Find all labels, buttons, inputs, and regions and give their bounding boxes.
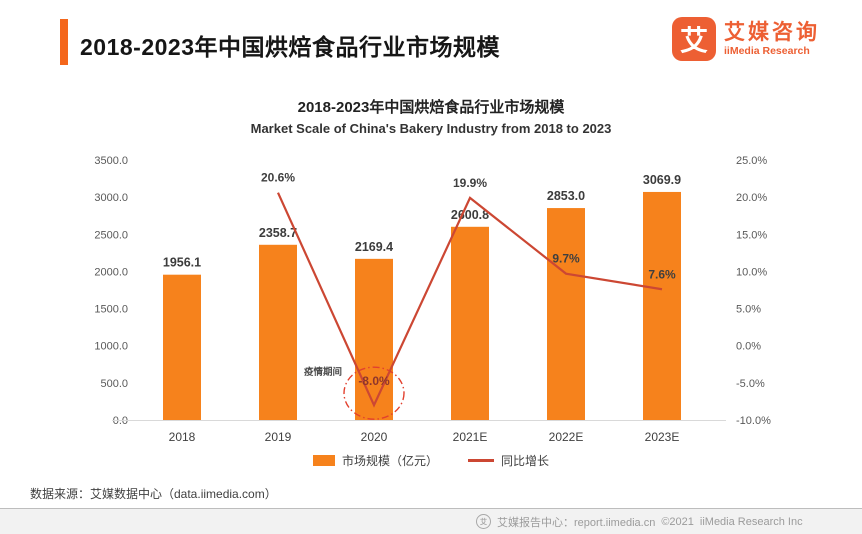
svg-text:2018: 2018 [169,430,196,444]
svg-text:19.9%: 19.9% [453,176,487,190]
svg-text:1956.1: 1956.1 [163,256,201,270]
logo-name-cn: 艾媒咨询 [724,20,820,44]
header-title: 2018-2023年中国烘焙食品行业市场规模 [80,34,500,60]
bar-2023E [643,191,681,420]
svg-text:2500.0: 2500.0 [94,229,128,241]
chart-title: 2018-2023年中国烘焙食品行业市场规模 [297,99,565,116]
footer-copyright: ©2021 [661,515,694,528]
legend-bar-swatch-icon [312,455,335,466]
bar-2020 [355,258,393,420]
svg-text:2023E: 2023E [645,430,680,444]
growth-labels: 20.6% -8.0% 19.9% 9.7% 7.6% [261,171,676,388]
legend-bar-label: 市场规模（亿元） [341,454,438,468]
header-accent-bar [60,19,68,65]
legend-item-bars: 市场规模（亿元） [312,452,438,469]
svg-text:7.6%: 7.6% [648,267,676,281]
svg-text:2019: 2019 [265,430,292,444]
epidemic-annotation: 疫情期间 [304,366,405,420]
data-source-text: 数据来源：艾媒数据中心（data.iimedia.com） [30,487,277,501]
svg-text:15.0%: 15.0% [736,229,767,241]
svg-text:2020: 2020 [361,430,388,444]
svg-text:-10.0%: -10.0% [736,415,771,427]
brand-logo: 艾 艾媒咨询 iiMedia Research [672,17,820,61]
svg-text:3000.0: 3000.0 [94,192,128,204]
x-axis-labels: 2018 2019 2020 2021E 2022E 2023E [169,430,680,444]
svg-text:0.0%: 0.0% [736,341,761,353]
brand-text: 艾媒咨询 iiMedia Research [724,21,820,58]
svg-text:1000.0: 1000.0 [94,341,128,353]
logo-name-en: iiMedia Research [724,44,810,57]
bar-value-labels: 1956.1 2358.7 2169.4 2600.8 2853.0 3069.9 [163,173,681,270]
svg-text:20.0%: 20.0% [736,192,767,204]
footer-report-text: 艾媒报告中心：report.iimedia.cn [497,516,656,529]
bar-2019 [259,244,297,420]
growth-line [276,192,663,408]
svg-text:20.6%: 20.6% [261,171,295,185]
footer-content: 艾 艾媒报告中心：report.iimedia.cn ©2021 iiMedia… [476,509,803,534]
y-axis-left: 3500.0 3000.0 2500.0 2000.0 1500.0 1000.0 500.… [94,155,128,427]
svg-text:-8.0%: -8.0% [358,374,390,388]
header: 2018-2023年中国烘焙食品行业市场规模 艾 艾媒咨询 iiMedia Re… [0,0,862,82]
svg-text:500.0: 500.0 [100,378,128,390]
svg-text:-5.0%: -5.0% [736,378,765,390]
svg-text:3500.0: 3500.0 [94,155,128,167]
svg-text:25.0%: 25.0% [736,155,767,167]
chart-subtitle: Market Scale of China's Bakery Industry … [250,121,612,136]
y-axis-right: 25.0% 20.0% 15.0% 10.0% 5.0% 0.0% -5.0% -10.0% [736,155,771,427]
svg-text:9.7%: 9.7% [552,252,580,266]
bar-2021E [451,226,489,420]
svg-text:2600.8: 2600.8 [451,208,489,222]
iimedia-logo-icon: 艾 [672,17,716,61]
legend-line-swatch-icon [468,459,494,462]
bars-group [163,191,681,420]
iimedia-circle-icon: 艾 [476,514,491,529]
svg-text:2358.7: 2358.7 [259,226,297,240]
svg-text:2853.0: 2853.0 [547,189,585,203]
svg-text:疫情期间: 疫情期间 [304,366,342,378]
legend-line-label: 同比增长 [501,454,550,468]
footer-bar: 艾 艾媒报告中心：report.iimedia.cn ©2021 iiMedia… [0,508,862,534]
svg-text:1500.0: 1500.0 [94,304,128,316]
bar-2018 [163,274,201,420]
bar-2022E [547,208,585,420]
legend-item-line: 同比增长 [468,452,549,469]
legend: 市场规模（亿元） 同比增长 [0,452,862,469]
svg-text:5.0%: 5.0% [736,304,761,316]
svg-text:2000.0: 2000.0 [94,266,128,278]
svg-text:3069.9: 3069.9 [643,173,681,187]
svg-text:2169.4: 2169.4 [355,240,393,254]
svg-text:10.0%: 10.0% [736,266,767,278]
footer-company: iiMedia Research Inc [699,515,803,528]
epidemic-circle-icon [343,366,405,420]
svg-text:2022E: 2022E [549,430,584,444]
svg-text:2021E: 2021E [453,430,488,444]
chart-svg: 3500.0 3000.0 2500.0 2000.0 1500.0 1000.0 500.… [94,155,771,444]
